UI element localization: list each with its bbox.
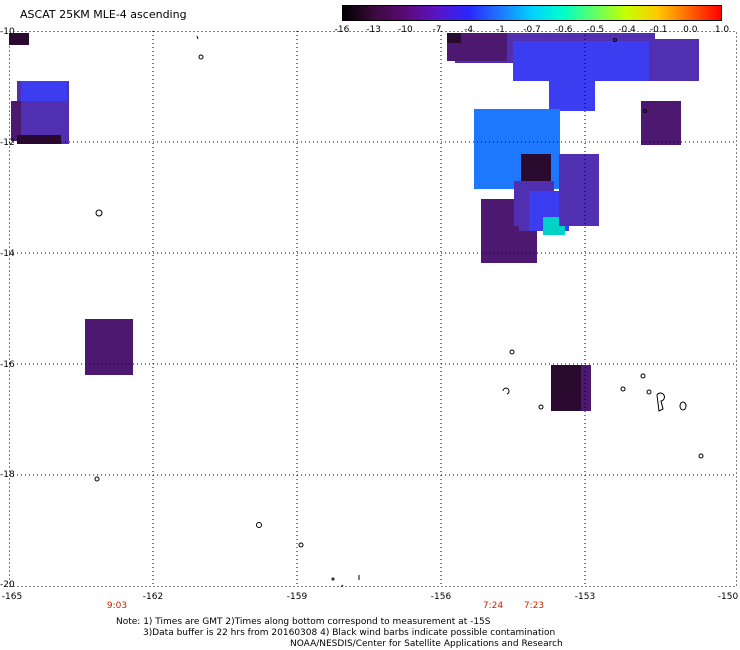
swath-left-block-edge (11, 101, 21, 141)
time-label-0724: 7:24 (482, 601, 504, 611)
island-17 (679, 401, 687, 411)
swath-se-dark-edge (581, 365, 591, 411)
island-10 (509, 349, 515, 355)
island-19 (643, 109, 647, 113)
island-13 (620, 386, 626, 392)
map-frame (9, 31, 737, 587)
island-5 (256, 522, 262, 528)
island-14 (640, 373, 646, 379)
lon-label-165: -165 (1, 592, 23, 602)
time-label-0723: 7:23 (523, 601, 545, 611)
island-18 (698, 453, 704, 459)
swath-ne-top-dark (447, 33, 461, 43)
color-scale-tick: -0.7 (523, 25, 541, 35)
color-scale-tick: -0.4 (618, 25, 636, 35)
lon-label-156: -156 (430, 592, 452, 602)
island-outlines (94, 35, 704, 587)
time-label-0903: 9:03 (106, 601, 128, 611)
color-scale-tick: -13 (366, 25, 382, 35)
color-scale-tick: -0.1 (649, 25, 668, 35)
note-line-2: 3)Data buffer is 22 hrs from 20160308 4)… (143, 628, 556, 638)
color-scale-tick: -0.5 (586, 25, 605, 35)
lon-label-162: -162 (142, 592, 164, 602)
color-scale-tick: -0.6 (554, 25, 573, 35)
lat-label-10: -10 (0, 27, 15, 37)
island-11 (502, 387, 510, 395)
island-6 (298, 542, 304, 548)
map-title: ASCAT 25KM MLE-4 ascending (20, 8, 187, 21)
note-line-3: NOAA/NESDIS/Center for Satellite Applica… (290, 639, 563, 649)
island-15 (646, 389, 652, 395)
color-scale-tick: -1 (495, 25, 505, 35)
swath-ne-lightblue-top (497, 109, 560, 123)
lat-label-16: -16 (0, 360, 15, 370)
color-scale-tick: 0.0 (683, 25, 698, 35)
lat-label-20: -20 (0, 580, 15, 590)
swath-left-block-top (21, 81, 67, 101)
lon-label-150: -150 (717, 592, 739, 602)
color-scale-tick: -4 (464, 25, 474, 35)
island-20 (613, 38, 617, 42)
island-16 (656, 392, 665, 412)
swath-ne-right (649, 39, 699, 81)
island-3 (196, 35, 199, 40)
data-swaths (9, 33, 699, 411)
note-line-1: Note: 1) Times are GMT 2)Times along bot… (116, 617, 491, 627)
island-2 (198, 54, 204, 60)
swath-left-block-bottom (17, 135, 61, 144)
swath-center-right (559, 154, 599, 226)
color-scale-tick: -10 (397, 25, 413, 35)
lon-label-153: -153 (574, 592, 596, 602)
swath-ne-right-square (641, 101, 681, 145)
swath-left-mid (85, 319, 133, 375)
lat-label-14: -14 (0, 249, 15, 259)
map-plot (9, 31, 737, 587)
lat-label-18: -18 (0, 470, 15, 480)
swath-ne-mid (549, 71, 595, 111)
island-1 (95, 209, 103, 217)
color-scale-bar (342, 5, 722, 21)
island-12 (538, 404, 544, 410)
color-scale-tick: -16 (334, 25, 350, 35)
map-grid (9, 31, 737, 587)
lon-label-159: -159 (286, 592, 308, 602)
island-4 (94, 476, 100, 482)
lat-label-12: -12 (0, 138, 15, 148)
color-scale-tick: -7 (432, 25, 442, 35)
color-scale-tick: 1.0 (714, 25, 730, 35)
swath-bottom-center (489, 226, 519, 263)
island-7 (331, 577, 335, 581)
swath-top-left-small (9, 33, 29, 45)
